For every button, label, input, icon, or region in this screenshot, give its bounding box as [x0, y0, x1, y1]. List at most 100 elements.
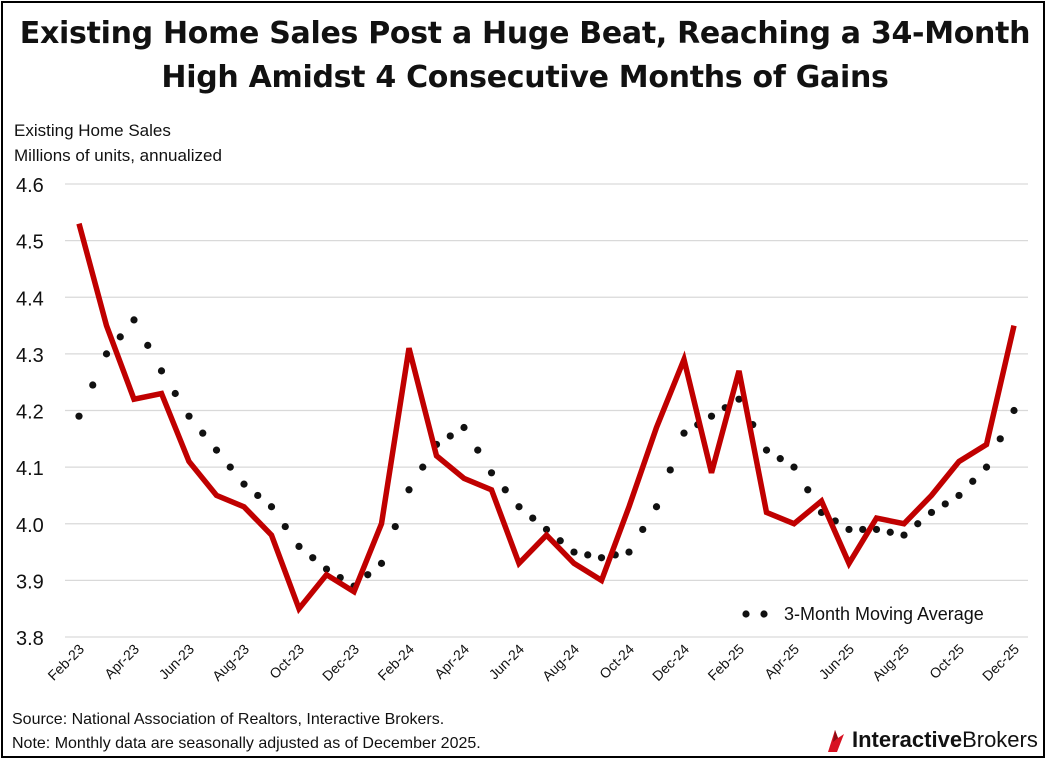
x-tick-label: Dec-23 [319, 641, 362, 684]
moving-average-point [955, 491, 963, 500]
brand-name-part-1: Interactive [852, 727, 963, 752]
moving-average-point [240, 480, 248, 488]
moving-average-dot [639, 525, 647, 534]
moving-average-point [295, 542, 303, 551]
y-tick-label: 3.8 [16, 628, 44, 650]
moving-average-dot [281, 522, 289, 531]
moving-average-point [790, 463, 798, 471]
moving-average-point [75, 412, 83, 420]
moving-average-dot [144, 341, 152, 349]
moving-average-point [625, 548, 633, 556]
moving-average-dot [419, 463, 427, 471]
moving-average-dot [776, 455, 784, 463]
moving-average-dot [226, 463, 234, 471]
moving-average-point [405, 486, 413, 494]
y-tick-label: 4.3 [16, 345, 44, 367]
chart-title: Existing Home Sales Post a Huge Beat, Re… [0, 12, 1050, 100]
legend-label: 3-Month Moving Average [784, 604, 984, 624]
moving-average-dot [364, 571, 372, 579]
moving-average-point [872, 525, 881, 534]
series-layer [75, 222, 1018, 615]
moving-average-dot [391, 522, 399, 531]
y-tick-label: 3.9 [16, 571, 44, 593]
data-note: Note: Monthly data are seasonally adjust… [12, 735, 481, 752]
source-note: Source: National Association of Realtors… [12, 711, 445, 728]
moving-average-point [267, 503, 276, 511]
brokers-logo-icon [828, 730, 844, 752]
x-tick-label: Feb-25 [704, 641, 747, 684]
x-tick-label: Aug-23 [209, 641, 252, 684]
y-tick-label: 4.4 [16, 288, 44, 310]
y-tick-label: 4.5 [16, 232, 44, 254]
legend-marker-dot [760, 610, 768, 618]
x-tick-label: Apr-24 [431, 641, 472, 682]
interactive-brokers-logo: Interactive Brokers [826, 727, 1038, 753]
moving-average-dot [584, 551, 592, 559]
x-tick-label: Jun-25 [816, 641, 858, 683]
moving-average-dot [914, 520, 922, 528]
moving-average-point [845, 525, 853, 534]
moving-average-point [130, 316, 138, 324]
moving-average-dot [446, 432, 454, 440]
y-axis-label: Existing Home Sales Millions of units, a… [14, 118, 222, 168]
moving-average-dot [969, 477, 977, 485]
x-tick-label: Aug-25 [869, 641, 912, 684]
y-tick-label: 4.0 [16, 515, 44, 537]
moving-average-dot [309, 554, 317, 562]
x-tick-label: Apr-23 [101, 641, 142, 682]
moving-average-dot [859, 525, 867, 534]
moving-average-dot [556, 537, 564, 545]
y-tick-label: 4.1 [16, 458, 44, 480]
moving-average-dot [89, 381, 97, 389]
moving-average-point [707, 412, 716, 420]
moving-average-point [185, 412, 193, 420]
moving-average-point [157, 367, 166, 375]
moving-average-dot [941, 500, 949, 508]
x-tick-label: Jun-23 [156, 641, 198, 683]
moving-average-point [515, 503, 523, 511]
moving-average-point [900, 531, 908, 539]
moving-average-dot [171, 389, 179, 398]
moving-average-point [927, 508, 936, 517]
y-axis-label-line-2: Millions of units, annualized [14, 146, 222, 165]
moving-average-dot [254, 491, 262, 500]
moving-average-point [460, 423, 468, 432]
moving-average-dot [804, 486, 812, 494]
x-tick-label: Feb-23 [44, 641, 87, 684]
moving-average-dot [529, 514, 537, 522]
moving-average-dot [474, 446, 482, 454]
x-tick-label: Apr-25 [761, 641, 802, 682]
grid-layer [65, 183, 1028, 638]
x-tick-label: Jun-24 [486, 641, 528, 683]
title-line-1: Existing Home Sales Post a Huge Beat, Re… [19, 16, 1031, 51]
x-tick-label: Feb-24 [374, 641, 417, 684]
y-tick-labels: 3.8 3.9 4.0 4.1 4.2 4.3 4.4 4.5 4.6 [16, 175, 44, 650]
y-axis-label-line-1: Existing Home Sales [14, 121, 171, 140]
legend: 3-Month Moving Average [742, 604, 984, 624]
moving-average-point [322, 565, 331, 573]
moving-average-dot [501, 486, 509, 494]
moving-average-point [982, 463, 991, 471]
moving-average-point [762, 446, 771, 454]
moving-average-dot [666, 466, 674, 474]
moving-average-point [680, 429, 688, 437]
legend-marker-dot [742, 610, 750, 618]
moving-average-dot [996, 435, 1004, 443]
moving-average-point [1010, 406, 1018, 415]
moving-average-point [570, 548, 578, 556]
moving-average-point [212, 446, 221, 454]
moving-average-dot [199, 429, 207, 437]
y-tick-label: 4.2 [16, 402, 44, 424]
x-tick-labels: Feb-23 Apr-23 Jun-23 Aug-23 Oct-23 Dec-23 Feb-… [44, 641, 1022, 684]
x-tick-label: Oct-23 [266, 641, 307, 682]
moving-average-dot [116, 333, 124, 341]
x-tick-label: Oct-25 [926, 641, 967, 682]
brand-name-part-2: Brokers [962, 727, 1038, 752]
moving-average-point [487, 469, 496, 477]
existing-home-sales-line [76, 222, 1017, 615]
moving-average-point [102, 350, 111, 358]
x-tick-label: Dec-25 [979, 641, 1022, 684]
footer-notes: Source: National Association of Realtors… [12, 708, 481, 756]
